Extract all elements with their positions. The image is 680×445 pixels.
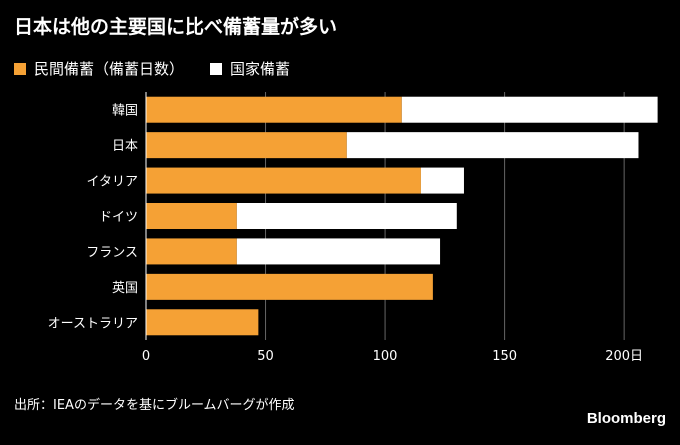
source-note: 出所：IEAのデータを基にブルームバーグが作成 bbox=[14, 398, 295, 413]
category-label-3: ドイツ bbox=[99, 210, 138, 225]
bar-1-3 bbox=[236, 203, 457, 229]
bar-1-4 bbox=[236, 238, 441, 265]
bar-0-2 bbox=[146, 167, 421, 194]
legend-swatch-private bbox=[14, 62, 26, 75]
category-label-1: 日本 bbox=[112, 139, 138, 154]
category-label-6: オーストラリア bbox=[48, 316, 138, 331]
legend-label-private: 民間備蓄（備蓄日数） bbox=[34, 60, 185, 78]
x-tick-label-3: 150 bbox=[492, 349, 517, 364]
bar-0-4 bbox=[146, 238, 237, 265]
category-label-2: イタリア bbox=[87, 175, 138, 190]
legend-item-national: 国家備蓄 bbox=[210, 58, 290, 79]
x-tick-label-4: 200日 bbox=[605, 349, 643, 364]
legend: 民間備蓄（備蓄日数） 国家備蓄 bbox=[14, 58, 316, 79]
bar-0-5 bbox=[146, 273, 433, 300]
x-tick-label-1: 50 bbox=[257, 349, 274, 364]
bar-0-3 bbox=[146, 203, 237, 229]
legend-swatch-national bbox=[210, 62, 223, 75]
bar-0-6 bbox=[146, 309, 259, 336]
chart-title: 日本は他の主要国に比べ備蓄量が多い bbox=[14, 16, 338, 38]
bar-0-1 bbox=[146, 132, 347, 159]
legend-label-national: 国家備蓄 bbox=[230, 60, 291, 78]
bar-1-1 bbox=[346, 132, 639, 159]
x-tick-label-0: 0 bbox=[142, 349, 150, 364]
brand-logo: Bloomberg bbox=[586, 410, 666, 427]
legend-item-private: 民間備蓄（備蓄日数） bbox=[14, 58, 184, 79]
category-label-0: 韓国 bbox=[112, 104, 138, 119]
bar-0-0 bbox=[146, 96, 402, 123]
category-label-5: 英国 bbox=[112, 281, 138, 296]
category-label-4: フランス bbox=[86, 245, 138, 260]
bar-1-0 bbox=[401, 96, 658, 123]
bar-1-2 bbox=[420, 167, 464, 194]
x-tick-label-2: 100 bbox=[373, 349, 398, 364]
